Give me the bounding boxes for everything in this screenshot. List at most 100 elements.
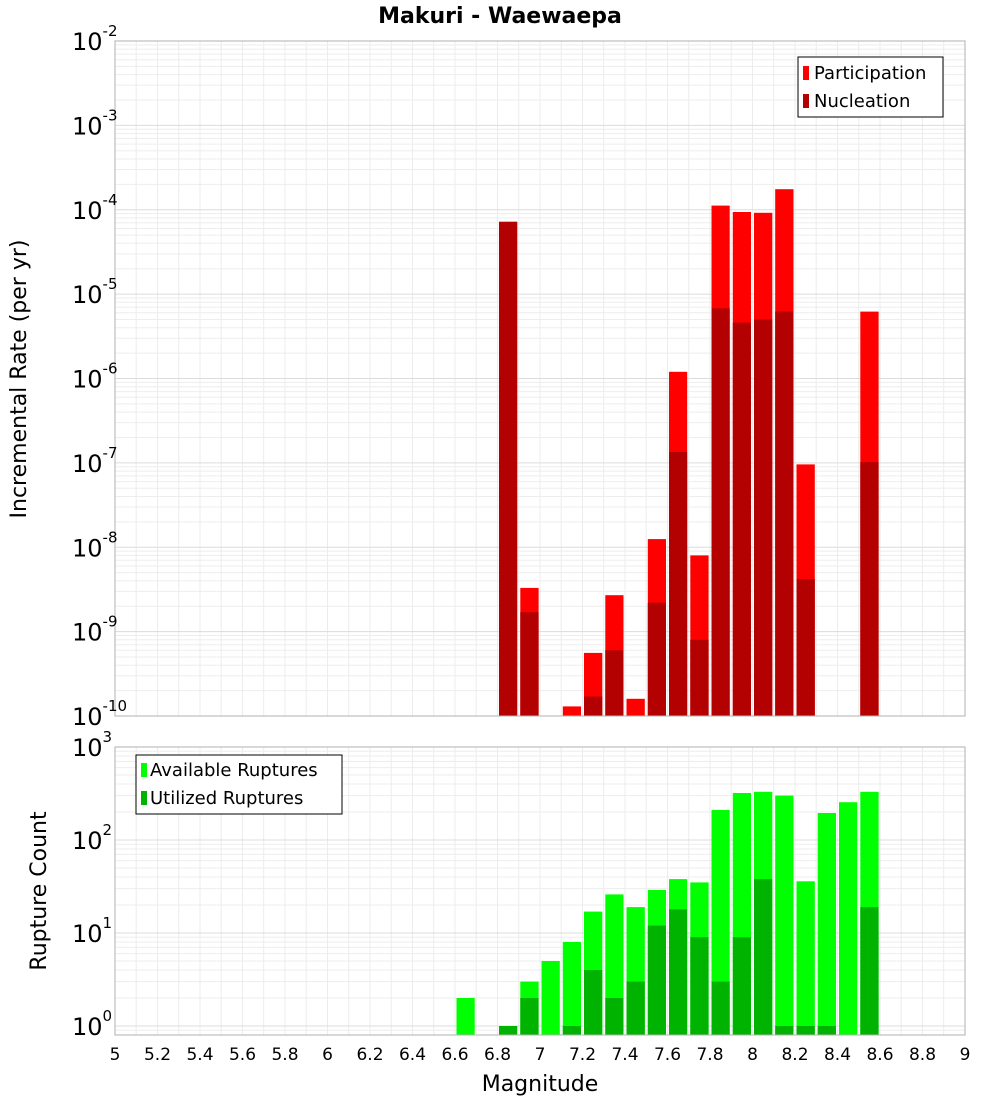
bar-available bbox=[562, 942, 581, 1035]
bar-nucleation bbox=[605, 650, 624, 716]
bottom-y-tick-label: 101 bbox=[72, 914, 112, 948]
bar-utilized bbox=[562, 1026, 581, 1035]
top-panel: 10-10 10-9 10-8 10-7 10-6 10-5 10-4 10-3 10-2 In… bbox=[7, 22, 966, 731]
top-y-tick-label: 10-6 bbox=[72, 360, 118, 394]
bar-available bbox=[796, 881, 815, 1035]
top-grid bbox=[114, 41, 966, 717]
legend-label-nucleation: Nucleation bbox=[814, 91, 910, 112]
bottom-y-tick-label: 102 bbox=[72, 821, 112, 855]
chart-title: Makuri - Waewaepa bbox=[378, 4, 622, 29]
top-y-tick-label: 10-2 bbox=[72, 22, 118, 56]
top-y-tick-label: 10-7 bbox=[72, 444, 118, 478]
top-bars bbox=[499, 189, 879, 717]
x-tick-label: 8.2 bbox=[781, 1045, 808, 1065]
bar-utilized bbox=[584, 970, 603, 1035]
legend-label-available: Available Ruptures bbox=[150, 760, 318, 781]
legend-swatch-utilized bbox=[141, 791, 147, 805]
bottom-legend: Available Ruptures Utilized Ruptures bbox=[135, 754, 343, 815]
top-y-tick-label: 10-10 bbox=[72, 697, 127, 731]
bottom-legend-box bbox=[135, 754, 343, 815]
top-legend-box bbox=[797, 56, 944, 118]
legend-label-participation: Participation bbox=[814, 63, 926, 84]
x-tick-label: 5.8 bbox=[271, 1045, 298, 1065]
bar-nucleation bbox=[754, 319, 773, 716]
x-tick-label: 6.6 bbox=[441, 1045, 468, 1065]
bar-utilized bbox=[499, 1026, 518, 1035]
bottom-plot-border bbox=[114, 746, 966, 1036]
bar-utilized bbox=[647, 925, 666, 1035]
top-y-tick-label: 10-4 bbox=[72, 191, 118, 225]
bar-utilized bbox=[626, 981, 645, 1035]
legend-swatch-available bbox=[141, 763, 147, 777]
bottom-y-ticks: 100 101 102 103 bbox=[72, 728, 112, 1041]
bottom-y-tick-label: 100 bbox=[72, 1007, 112, 1041]
bottom-panel: 100 101 102 103 5 5.2 5.4 5.6 5.8 6 6.2 6.4 6.6 6.8 7… bbox=[27, 728, 970, 1097]
bar-utilized bbox=[754, 879, 773, 1035]
x-tick-label: 8.6 bbox=[866, 1045, 893, 1065]
x-tick-label: 7 bbox=[535, 1045, 546, 1065]
bar-utilized bbox=[796, 1026, 815, 1035]
bottom-bars bbox=[456, 791, 879, 1035]
x-tick-label: 6.8 bbox=[484, 1045, 511, 1065]
x-tick-label: 7.6 bbox=[654, 1045, 681, 1065]
x-ticks: 5 5.2 5.4 5.6 5.8 6 6.2 6.4 6.6 6.8 7 7.2 7.4 7.6 7.8 8… bbox=[110, 1045, 971, 1065]
bar-nucleation bbox=[732, 322, 751, 716]
top-y-tick-label: 10-5 bbox=[72, 275, 118, 309]
x-tick-label: 8.4 bbox=[824, 1045, 851, 1065]
bar-nucleation bbox=[669, 451, 688, 716]
bar-utilized bbox=[520, 998, 539, 1035]
bar-nucleation bbox=[796, 579, 815, 716]
bar-available bbox=[839, 802, 858, 1035]
x-tick-label: 5.6 bbox=[229, 1045, 256, 1065]
bar-nucleation bbox=[711, 308, 730, 716]
bar-nucleation bbox=[775, 311, 794, 716]
legend-swatch-participation bbox=[803, 66, 809, 80]
bar-participation bbox=[562, 706, 581, 716]
bar-utilized bbox=[860, 907, 879, 1035]
x-axis-label: Magnitude bbox=[482, 1072, 599, 1097]
x-tick-label: 5 bbox=[110, 1045, 121, 1065]
x-tick-label: 5.2 bbox=[144, 1045, 171, 1065]
legend-label-utilized: Utilized Ruptures bbox=[150, 788, 303, 809]
bar-utilized bbox=[732, 937, 751, 1035]
bar-nucleation bbox=[647, 602, 666, 716]
x-tick-label: 6.2 bbox=[356, 1045, 383, 1065]
x-tick-label: 5.4 bbox=[186, 1045, 213, 1065]
top-y-tick-label: 10-3 bbox=[72, 106, 118, 140]
bar-utilized bbox=[690, 937, 709, 1035]
bar-utilized bbox=[605, 998, 624, 1035]
bar-available bbox=[817, 813, 836, 1035]
x-tick-label: 7.8 bbox=[696, 1045, 723, 1065]
x-tick-label: 7.2 bbox=[569, 1045, 596, 1065]
bar-participation bbox=[626, 698, 645, 716]
bar-nucleation bbox=[584, 696, 603, 716]
bar-nucleation bbox=[690, 639, 709, 716]
x-tick-label: 9 bbox=[960, 1045, 971, 1065]
top-legend: Participation Nucleation bbox=[797, 56, 944, 118]
bar-available bbox=[541, 961, 560, 1035]
x-tick-label: 7.4 bbox=[611, 1045, 638, 1065]
top-y-ticks: 10-10 10-9 10-8 10-7 10-6 10-5 10-4 10-3 10-2 bbox=[72, 22, 127, 731]
bar-available bbox=[775, 795, 794, 1035]
bar-utilized bbox=[711, 981, 730, 1035]
x-tick-label: 6.4 bbox=[399, 1045, 426, 1065]
top-y-tick-label: 10-8 bbox=[72, 528, 118, 562]
bottom-y-tick-label: 103 bbox=[72, 728, 112, 762]
bar-nucleation bbox=[520, 612, 539, 716]
top-y-axis-label: Incremental Rate (per yr) bbox=[7, 240, 32, 519]
bar-nucleation bbox=[860, 462, 879, 716]
top-y-tick-label: 10-9 bbox=[72, 613, 118, 647]
bar-utilized bbox=[817, 1026, 836, 1035]
x-tick-label: 8.8 bbox=[909, 1045, 936, 1065]
bar-nucleation bbox=[499, 221, 518, 717]
bar-utilized bbox=[669, 909, 688, 1035]
bottom-y-axis-label: Rupture Count bbox=[27, 811, 52, 971]
bar-available bbox=[711, 810, 730, 1035]
top-plot-border bbox=[114, 40, 966, 717]
x-tick-label: 6 bbox=[322, 1045, 333, 1065]
bar-available bbox=[456, 998, 475, 1035]
legend-swatch-nucleation bbox=[803, 94, 809, 108]
bar-utilized bbox=[775, 1026, 794, 1035]
x-tick-label: 8 bbox=[747, 1045, 758, 1065]
